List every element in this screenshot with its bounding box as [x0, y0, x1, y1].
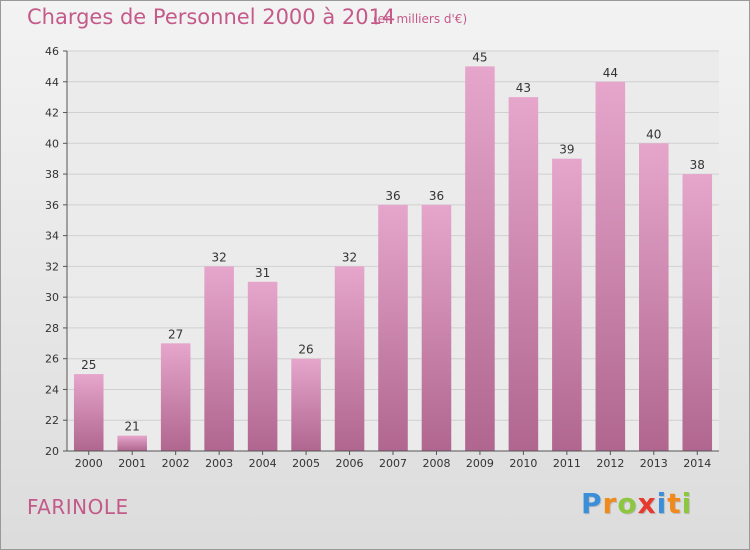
bar-2008 — [421, 204, 452, 451]
data-label-2004: 31 — [255, 266, 270, 280]
x-tick-label-2003: 2003 — [205, 457, 233, 470]
x-tick-label-2010: 2010 — [509, 457, 537, 470]
y-tick-label: 44 — [45, 76, 59, 89]
place-name: FARINOLE — [27, 495, 129, 519]
bar-2011 — [552, 158, 582, 451]
data-label-2008: 36 — [429, 189, 444, 203]
x-tick-label-2000: 2000 — [75, 457, 103, 470]
x-tick-label-2002: 2002 — [162, 457, 190, 470]
bar-2007 — [378, 204, 408, 451]
x-tick-label-2008: 2008 — [422, 457, 450, 470]
data-label-2002: 27 — [168, 327, 183, 341]
data-label-2005: 26 — [298, 343, 313, 357]
y-tick-label: 46 — [45, 45, 59, 58]
y-tick-label: 40 — [45, 137, 59, 150]
chart-subtitle: (en milliers d'€) — [373, 12, 468, 26]
y-tick-label: 42 — [45, 107, 59, 120]
data-label-2006: 32 — [342, 250, 357, 264]
chart-title: Charges de Personnel 2000 à 2014 — [27, 5, 396, 29]
y-tick-label: 38 — [45, 168, 59, 181]
bar-2003 — [204, 266, 234, 451]
bar-2010 — [508, 97, 539, 452]
x-tick-label-2004: 2004 — [249, 457, 277, 470]
x-tick-label-2014: 2014 — [683, 457, 711, 470]
x-axis: 2000 2001 2002 2003 2004 2005 2006 2007 2008 2009… — [67, 450, 719, 470]
bar-2013 — [639, 143, 669, 452]
y-tick-label: 34 — [45, 230, 59, 243]
y-tick-label: 22 — [45, 414, 59, 427]
bars: 25 21 27 32 31 26 32 36 36 45 43 39 44 40 38 — [73, 50, 713, 452]
data-label-2013: 40 — [646, 127, 661, 141]
y-tick-label: 32 — [45, 260, 59, 273]
bar-2005 — [291, 358, 321, 451]
x-tick-label-2011: 2011 — [553, 457, 581, 470]
x-tick-label-2001: 2001 — [118, 457, 146, 470]
bar-2001 — [117, 435, 147, 451]
bar-2006 — [334, 266, 365, 451]
bar-2009 — [465, 66, 495, 451]
y-tick-label: 26 — [45, 353, 59, 366]
data-label-2014: 38 — [690, 158, 705, 172]
bar-2004 — [247, 281, 278, 451]
data-label-2001: 21 — [125, 420, 140, 434]
bar-2000 — [73, 374, 104, 451]
y-tick-label: 20 — [45, 445, 59, 458]
data-label-2007: 36 — [385, 189, 400, 203]
data-label-2011: 39 — [559, 143, 574, 157]
proxiti-logo: Proxiti — [581, 487, 693, 520]
y-tick-label: 36 — [45, 199, 59, 212]
bar-2002 — [160, 343, 191, 451]
y-tick-label: 30 — [45, 291, 59, 304]
data-label-2000: 25 — [81, 358, 96, 372]
data-label-2010: 43 — [516, 81, 531, 95]
data-label-2003: 32 — [211, 250, 226, 264]
data-label-2012: 44 — [603, 66, 618, 80]
x-tick-label-2009: 2009 — [466, 457, 494, 470]
x-tick-label-2013: 2013 — [640, 457, 668, 470]
x-tick-label-2012: 2012 — [596, 457, 624, 470]
x-tick-label-2005: 2005 — [292, 457, 320, 470]
y-axis: 20 22 24 26 28 30 32 34 36 38 40 42 44 46 — [45, 45, 68, 458]
data-label-2009: 45 — [472, 50, 487, 64]
x-tick-label-2006: 2006 — [336, 457, 364, 470]
y-tick-label: 24 — [45, 383, 59, 396]
y-tick-label: 28 — [45, 322, 59, 335]
x-tick-label-2007: 2007 — [379, 457, 407, 470]
bar-2012 — [595, 81, 626, 452]
bar-2014 — [682, 174, 713, 452]
